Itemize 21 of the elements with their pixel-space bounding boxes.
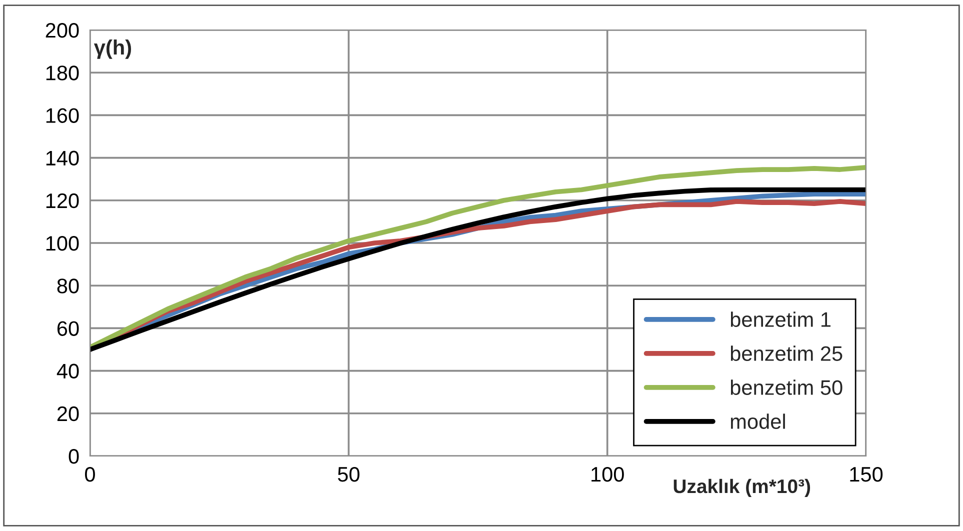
y-axis-title: γ(h) <box>94 39 132 59</box>
y-tick-label: 80 <box>57 278 79 294</box>
x-tick-label: 150 <box>850 466 883 482</box>
x-tick-label: 100 <box>592 466 624 482</box>
legend-label: model <box>730 414 785 429</box>
x-tick-label: 50 <box>338 466 360 482</box>
y-tick-label: 100 <box>46 236 79 251</box>
y-tick-label: 120 <box>46 193 79 208</box>
x-tick-label: 0 <box>85 466 95 482</box>
y-tick-label: 140 <box>46 150 79 166</box>
y-tick-label: 60 <box>57 321 79 336</box>
x-axis-title: Uzaklık (m*10³) <box>674 478 810 498</box>
y-tick-label: 0 <box>68 449 79 464</box>
legend-label: benzetim 1 <box>730 312 830 327</box>
legend-label: benzetim 50 <box>730 380 842 395</box>
y-tick-label: 160 <box>46 108 79 123</box>
legend-label: benzetim 25 <box>730 346 842 361</box>
y-tick-label: 200 <box>46 23 79 38</box>
y-tick-label: 40 <box>56 364 79 379</box>
y-tick-label: 180 <box>46 66 79 80</box>
y-tick-label: 20 <box>57 406 79 422</box>
